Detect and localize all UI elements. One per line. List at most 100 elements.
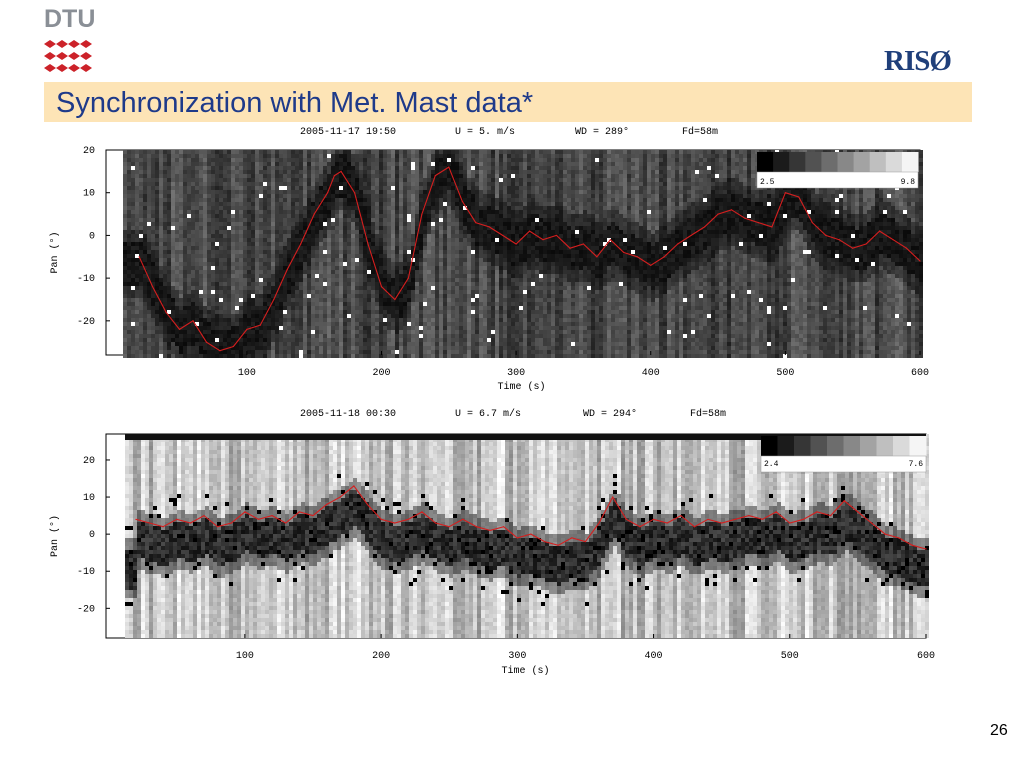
data-point [571, 537, 573, 539]
title-bar: Synchronization with Met. Mast data* [44, 82, 972, 122]
header-datetime: 2005-11-18 00:30 [300, 409, 396, 420]
data-point [830, 515, 832, 517]
data-point [461, 200, 463, 202]
x-tick-label: 600 [917, 651, 935, 662]
data-point [625, 518, 627, 520]
colorbar-swatch [777, 436, 795, 456]
data-point [516, 537, 518, 539]
data-point [273, 298, 275, 301]
colorbar-swatch [821, 152, 838, 172]
data-point [542, 239, 544, 241]
y-tick-label: 10 [83, 493, 95, 504]
x-tick-label: 100 [236, 651, 254, 662]
header-datetime: 2005-11-17 19:50 [300, 127, 396, 138]
data-point [244, 511, 246, 513]
data-point [515, 243, 517, 245]
colorbar-swatch [860, 436, 877, 456]
data-point [189, 522, 191, 524]
page-number: 26 [990, 722, 1008, 740]
x-tick-label: 400 [645, 651, 663, 662]
data-point [300, 243, 302, 245]
data-point [652, 518, 655, 520]
data-point [232, 345, 234, 348]
x-tick-label: 300 [508, 651, 526, 662]
data-point [802, 518, 804, 520]
data-point [557, 544, 559, 546]
y-tick-label: 20 [83, 456, 95, 467]
riso-logo: RISØ [884, 46, 952, 76]
data-point [761, 518, 764, 520]
colorbar-max-label: 7.6 [909, 460, 924, 469]
colorbar-swatch [773, 152, 790, 172]
data-point [339, 496, 341, 498]
data-point [543, 540, 546, 543]
colorbar-swatch [827, 436, 844, 456]
data-point [448, 526, 450, 528]
colorbar-label-box [760, 455, 927, 473]
data-point [693, 526, 696, 528]
mast-direction-line [138, 166, 921, 352]
data-point [503, 526, 505, 528]
colorbar-swatch [869, 152, 887, 172]
data-point [138, 256, 140, 258]
data-point [380, 286, 383, 288]
header-wind-speed: U = 6.7 m/s [455, 408, 521, 420]
data-point [340, 170, 342, 172]
data-point [434, 522, 437, 524]
colorbar-swatch [761, 436, 778, 456]
y-axis-label: Pan (°) [49, 515, 61, 557]
data-point [246, 328, 248, 330]
data-point [394, 522, 396, 524]
data-point [230, 522, 232, 524]
dtu-logo-text: DTU [44, 6, 95, 32]
y-tick-label: -10 [77, 567, 95, 578]
dtu-logo-mark [44, 40, 92, 72]
heatmap [123, 150, 923, 358]
data-point [816, 511, 818, 513]
slide-title: Synchronization with Met. Mast data* [56, 86, 533, 120]
data-point [462, 518, 464, 520]
header-fd: Fd=58m [682, 126, 718, 138]
colorbar-swatch [843, 436, 861, 456]
data-point [555, 234, 558, 237]
colorbar-swatch [794, 436, 811, 456]
data-point [152, 286, 154, 288]
data-point [217, 526, 219, 528]
data-point [192, 320, 194, 322]
colorbar-swatch [901, 152, 919, 172]
data-point [421, 511, 423, 513]
colorbar-swatch [909, 436, 927, 456]
data-point [259, 324, 261, 326]
data-point [313, 213, 315, 215]
data-point [407, 277, 410, 279]
data-point [612, 496, 614, 498]
data-point [666, 522, 668, 524]
data-point [870, 522, 873, 524]
data-point [367, 243, 369, 245]
data-point [911, 544, 913, 546]
colorbar-max-label: 9.8 [901, 178, 916, 187]
data-point [789, 522, 791, 524]
data-point [135, 518, 137, 520]
colorbar-swatch [893, 436, 910, 456]
data-point [298, 511, 300, 513]
data-point [333, 175, 335, 177]
data-point [366, 503, 369, 506]
colorbar-swatch [837, 152, 855, 172]
colorbar: 2.4 7.6 [760, 436, 927, 473]
x-tick-label: 500 [781, 651, 799, 662]
data-point [219, 350, 221, 352]
y-tick-label: 0 [89, 530, 95, 541]
data-point [884, 533, 886, 535]
dtu-logo: DTU [44, 6, 95, 78]
header-wind-speed: U = 5. m/s [455, 126, 515, 138]
data-point [734, 518, 736, 520]
data-point [721, 522, 723, 524]
data-point [407, 518, 409, 520]
x-axis-label: Time (s) [501, 665, 549, 677]
data-point [148, 522, 151, 524]
data-point [488, 226, 490, 228]
colorbar-swatch [757, 152, 774, 172]
data-point [475, 526, 478, 528]
